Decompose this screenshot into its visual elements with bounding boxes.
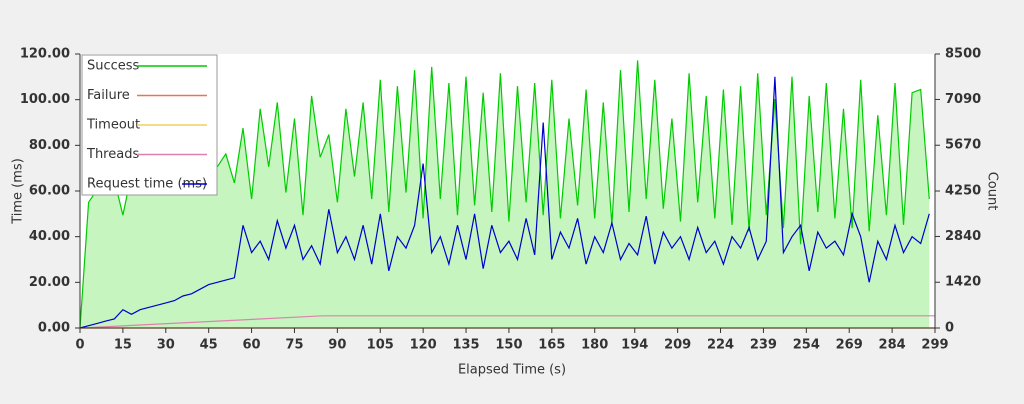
x-tick-label: 194 <box>621 338 648 353</box>
series-line <box>79 76 930 329</box>
x-tick-label: 90 <box>328 338 346 353</box>
x-tick-label: 30 <box>157 338 175 353</box>
y2-tick-label: 7090 <box>945 92 981 107</box>
x-tick-label: 105 <box>367 338 394 353</box>
y-tick-label: 40.00 <box>29 229 70 244</box>
y2-tick-label: 1420 <box>945 275 981 290</box>
x-tick-label: 209 <box>664 338 691 353</box>
x-tick-label: 224 <box>707 338 734 353</box>
legend: Success Failure Timeout Threads Request time… <box>81 54 218 196</box>
area-fill <box>80 60 930 329</box>
x-tick-label: 45 <box>200 338 218 353</box>
y2-tick-label: 2840 <box>945 229 981 244</box>
y-tick-label: 80.00 <box>29 138 70 153</box>
x-tick-label: 15 <box>114 338 132 353</box>
x-axis-label: Elapsed Time (s) <box>458 363 566 378</box>
x-tick-label: 165 <box>538 338 565 353</box>
y2-tick-label: 4250 <box>945 184 981 199</box>
y-axis-label: Time (ms) <box>11 158 26 225</box>
x-tick-label: 254 <box>793 338 820 353</box>
y2-tick-label: 0 <box>945 321 954 336</box>
x-tick-label: 60 <box>243 338 261 353</box>
x-tick-label: 239 <box>750 338 777 353</box>
legend-label: Timeout <box>86 118 140 133</box>
y-tick-label: 60.00 <box>29 184 70 199</box>
legend-label: Request time (ms) <box>87 177 207 192</box>
x-tick-label: 120 <box>410 338 437 353</box>
x-tick-label: 75 <box>285 338 303 353</box>
x-tick-label: 299 <box>921 338 948 353</box>
series-line <box>79 315 935 329</box>
x-tick-label: 150 <box>495 338 522 353</box>
series-line <box>79 60 930 329</box>
x-tick-label: 269 <box>836 338 863 353</box>
y2-tick-label: 8500 <box>945 47 981 62</box>
x-tick-label: 180 <box>581 338 608 353</box>
legend-label: Threads <box>86 147 139 162</box>
x-tick-label: 284 <box>879 338 906 353</box>
y-tick-label: 120.00 <box>20 47 70 62</box>
legend-label: Success <box>87 59 140 74</box>
y2-tick-label: 5670 <box>945 138 981 153</box>
y-tick-label: 20.00 <box>29 275 70 290</box>
y-tick-label: 100.00 <box>20 92 70 107</box>
y2-axis-label: Count <box>985 172 1000 211</box>
legend-label: Failure <box>87 88 130 103</box>
x-tick-label: 135 <box>452 338 479 353</box>
x-tick-label: 0 <box>75 338 84 353</box>
y-tick-label: 0.00 <box>38 321 70 336</box>
